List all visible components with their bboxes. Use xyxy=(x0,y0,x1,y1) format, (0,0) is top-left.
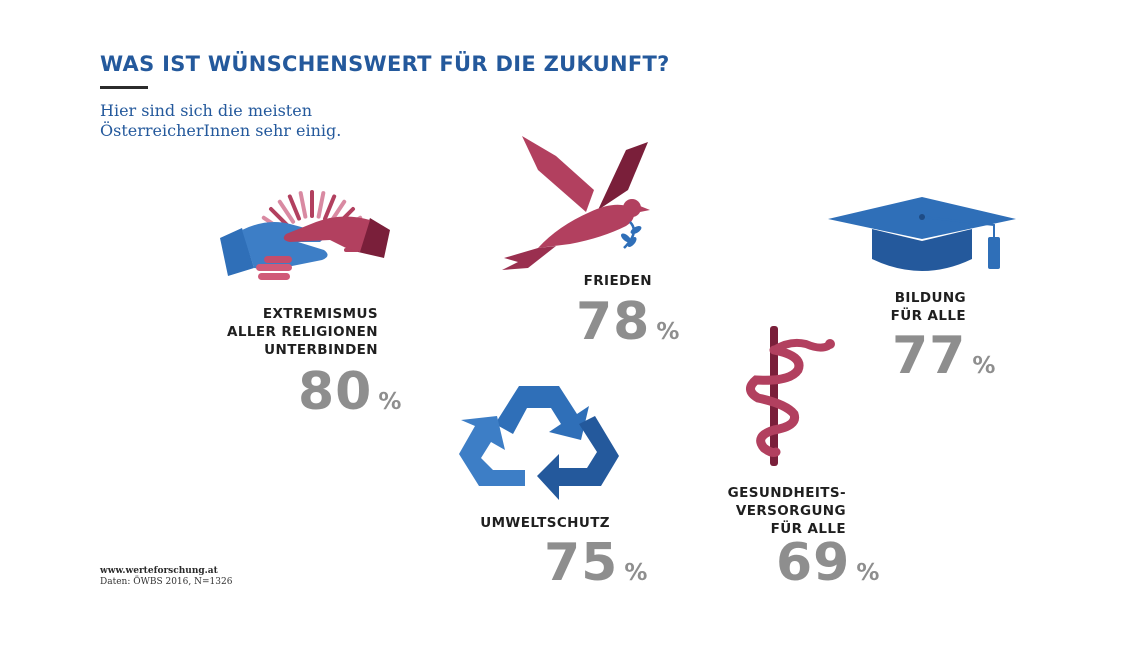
percent-sign: % xyxy=(856,560,880,586)
source-url: www.werteforschung.at xyxy=(100,566,218,576)
graduation-cap-icon xyxy=(828,197,1016,271)
value-bildung: 77 % xyxy=(892,330,995,382)
label-line: BILDUNG xyxy=(894,290,966,306)
label-frieden: FRIEDEN xyxy=(538,272,652,290)
item-gesundheit: GESUNDHEITS- VERSORGUNG FÜR ALLE xyxy=(700,484,846,538)
item-frieden: FRIEDEN xyxy=(538,272,652,290)
label-gesundheit: GESUNDHEITS- VERSORGUNG FÜR ALLE xyxy=(700,484,846,538)
label-line: VERSORGUNG xyxy=(735,503,846,519)
percent-sign: % xyxy=(624,560,648,586)
label-line: FÜR ALLE xyxy=(890,308,966,324)
dove-icon xyxy=(502,136,650,270)
sunburst-ray xyxy=(287,194,301,221)
value-frieden: 78 % xyxy=(576,296,679,348)
sunburst-ray xyxy=(277,199,296,224)
caduceus-icon xyxy=(746,326,835,466)
source-note: www.werteforschung.at Daten: ÖWBS 2016, … xyxy=(100,566,232,588)
subtitle-line-2: ÖsterreicherInnen sehr einig. xyxy=(100,121,342,140)
label-line: EXTREMISMUS xyxy=(262,306,378,322)
label-line: UNTERBINDEN xyxy=(264,342,378,358)
sunburst-ray xyxy=(316,191,326,219)
chart-title: WAS IST WÜNSCHENSWERT FÜR DIE ZUKUNFT? xyxy=(100,52,670,76)
label-bildung: BILDUNG FÜR ALLE xyxy=(850,289,966,325)
subtitle-line-1: Hier sind sich die meisten xyxy=(100,101,312,120)
value-number: 77 xyxy=(892,326,967,386)
percent-sign: % xyxy=(378,389,402,415)
label-line: GESUNDHEITS- xyxy=(727,485,846,501)
percent-sign: % xyxy=(656,319,680,345)
sunburst-ray xyxy=(298,191,308,219)
recycle-icon xyxy=(459,386,619,500)
item-extremismus: EXTREMISMUS ALLER RELIGIONEN UNTERBINDEN xyxy=(150,305,378,359)
item-bildung: BILDUNG FÜR ALLE xyxy=(850,289,966,325)
percent-sign: % xyxy=(972,353,996,379)
label-line: UMWELTSCHUTZ xyxy=(480,515,610,531)
label-umwelt: UMWELTSCHUTZ xyxy=(458,514,610,532)
handshake-icon xyxy=(220,190,390,280)
label-line: FÜR ALLE xyxy=(770,521,846,537)
sunburst-ray xyxy=(323,194,337,221)
value-number: 69 xyxy=(776,533,851,593)
source-data-note: Daten: ÖWBS 2016, N=1326 xyxy=(100,577,233,587)
value-number: 75 xyxy=(544,533,619,593)
chart-subtitle: Hier sind sich die meisten ÖsterreicherI… xyxy=(100,101,460,141)
value-number: 78 xyxy=(576,292,651,352)
title-underline xyxy=(100,86,148,89)
label-line: FRIEDEN xyxy=(583,273,652,289)
item-umwelt: UMWELTSCHUTZ xyxy=(458,514,610,532)
value-gesundheit: 69 % xyxy=(776,537,879,589)
value-number: 80 xyxy=(298,362,373,422)
label-extremismus: EXTREMISMUS ALLER RELIGIONEN UNTERBINDEN xyxy=(150,305,378,359)
value-extremismus: 80 % xyxy=(298,366,401,418)
label-line: ALLER RELIGIONEN xyxy=(226,324,378,340)
value-umwelt: 75 % xyxy=(544,537,647,589)
